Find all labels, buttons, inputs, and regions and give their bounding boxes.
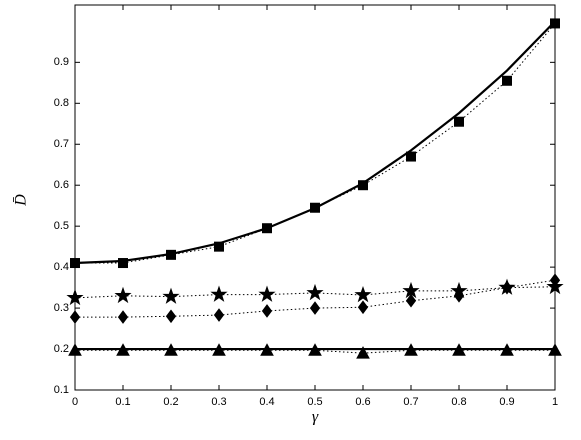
triangle-marker [404,343,418,356]
star-marker [258,285,276,302]
x-tick-label: 0.6 [355,396,370,408]
diamond-marker [501,280,513,295]
star-marker [114,286,132,304]
x-axis-label: γ [312,409,319,426]
star-marker [162,287,180,304]
diamond-marker [357,300,369,315]
square-marker [166,249,176,260]
diamond-marker [165,309,177,324]
square-marker [70,258,80,269]
x-tick-label: 0.1 [115,396,130,408]
star-marker [306,283,324,301]
square-marker [262,223,272,234]
x-tick-label: 0.3 [211,396,226,408]
triangle-marker [308,343,322,356]
diamond-marker [261,304,273,318]
square-marker [502,75,512,86]
y-tick-label: 0.2 [54,343,69,355]
triangle-marker [68,343,82,356]
star-marker [66,288,84,306]
y-tick-label: 0.9 [54,56,69,68]
diamond-marker [117,310,129,324]
x-tick-label: 0.9 [499,396,514,408]
triangle-marker [212,343,226,356]
x-tick-label: 0.7 [403,396,418,408]
diamond-marker [405,293,417,308]
square-marker [358,180,368,191]
star-marker [210,285,228,302]
square-marker [406,151,416,162]
star-marker [354,285,372,303]
diamond-marker [69,310,81,324]
x-tick-label: 0 [72,396,78,408]
x-tick-label: 1 [552,396,558,408]
square-marker [118,258,128,269]
diamond-marker [309,301,321,315]
y-tick-label: 0.6 [54,179,69,191]
triangle-marker [164,343,178,356]
y-axis-label: D̄ [13,194,30,207]
y-tick-label: 0.1 [54,384,69,396]
x-tick-label: 0.2 [163,396,178,408]
y-tick-label: 0.7 [54,138,69,150]
square-marker [454,116,464,127]
triangle-marker [260,343,274,356]
diamond-marker [213,308,225,322]
triangle-marker [452,343,466,356]
series-line [75,349,555,354]
diamond-marker [453,288,465,303]
x-tick-label: 0.4 [259,396,274,408]
square-marker [214,241,224,252]
triangle-marker [116,343,130,356]
diamond-marker [549,273,561,288]
x-tick-label: 0.5 [307,396,322,408]
triangle-marker [548,343,562,356]
square-marker [310,202,320,213]
y-tick-label: 0.5 [54,220,69,232]
triangle-marker [356,346,370,359]
y-tick-label: 0.8 [54,97,69,109]
y-tick-label: 0.4 [54,261,69,273]
y-tick-label: 0.3 [54,302,69,314]
x-tick-label: 0.8 [451,396,466,408]
square-marker [550,18,560,29]
triangle-marker [500,343,514,356]
